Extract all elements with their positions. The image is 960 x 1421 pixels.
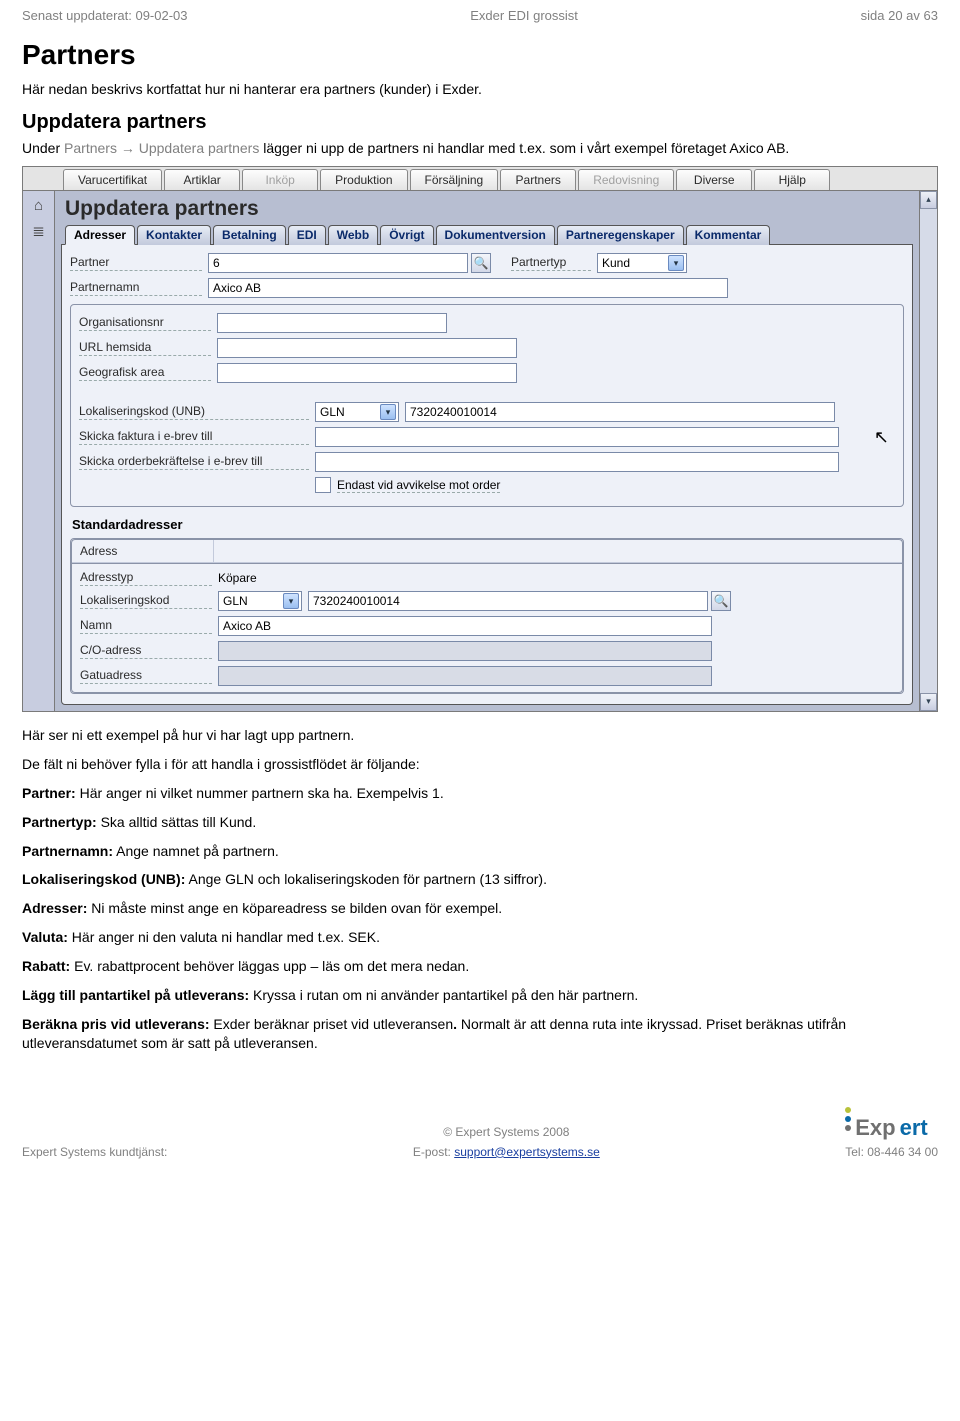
tab-övrigt[interactable]: Övrigt — [380, 225, 433, 245]
form-panel: Partner 🔍 Partnertyp Kund ▾ Partnernamn — [61, 244, 913, 705]
scrollbar[interactable]: ▴ ▾ — [919, 191, 937, 711]
tab-adresser[interactable]: Adresser — [65, 225, 135, 245]
menu-tab-hjälp[interactable]: Hjälp — [754, 169, 830, 190]
footer-right-block: Expert Tel: 08-446 34 00 — [845, 1107, 938, 1159]
label-endast: Endast vid avvikelse mot order — [337, 478, 500, 493]
header-center: Exder EDI grossist — [470, 8, 578, 23]
label-url: URL hemsida — [79, 340, 211, 356]
std-namn-input[interactable] — [218, 616, 712, 636]
orderb-input[interactable] — [315, 452, 839, 472]
app-window: VarucertifikatArtiklarInköpProduktionFör… — [22, 166, 938, 712]
label-std-co: C/O-adress — [80, 643, 212, 659]
endast-checkbox[interactable] — [315, 477, 331, 493]
menu-tab-inköp: Inköp — [242, 169, 318, 190]
std-head: Adress — [72, 540, 214, 563]
document-header: Senast uppdaterat: 09-02-03 Exder EDI gr… — [0, 0, 960, 29]
unb-input[interactable] — [405, 402, 835, 422]
label-partner: Partner — [70, 255, 202, 271]
adresstyp-value: Köpare — [218, 571, 257, 585]
label-adresstyp: Adresstyp — [80, 570, 212, 586]
intro-text: Här nedan beskrivs kortfattat hur ni han… — [22, 81, 938, 97]
home-icon[interactable]: ⌂ — [23, 197, 54, 214]
menu-tab-försäljning[interactable]: Försäljning — [410, 169, 499, 190]
body-para: Adresser: Ni måste minst ange en köparea… — [22, 899, 938, 918]
std-gatu-input[interactable] — [218, 666, 712, 686]
chevron-down-icon: ▾ — [283, 593, 299, 609]
menu-tab-partners[interactable]: Partners — [500, 169, 576, 190]
menu-tab-artiklar[interactable]: Artiklar — [164, 169, 240, 190]
menu-tab-diverse[interactable]: Diverse — [676, 169, 752, 190]
partnertyp-select[interactable]: Kund ▾ — [597, 253, 687, 273]
std-lokal-input[interactable] — [308, 591, 708, 611]
body-para: Här ser ni ett exempel på hur vi har lag… — [22, 726, 938, 745]
content-area: Uppdatera partners AdresserKontakterBeta… — [55, 191, 919, 711]
label-geo: Geografisk area — [79, 365, 211, 381]
page-title: Partners — [22, 39, 938, 71]
body-para: Partnernamn: Ange namnet på partnern. — [22, 842, 938, 861]
search-icon[interactable]: 🔍 — [711, 591, 731, 611]
search-icon[interactable]: 🔍 — [471, 253, 491, 273]
body-para: Lokaliseringskod (UNB): Ange GLN och lok… — [22, 870, 938, 889]
tab-dokumentversion[interactable]: Dokumentversion — [436, 225, 555, 245]
section-heading: Uppdatera partners — [22, 111, 938, 134]
inner-tabs: AdresserKontakterBetalningEDIWebbÖvrigtD… — [61, 225, 913, 245]
label-std-namn: Namn — [80, 618, 212, 634]
body-para: Lägg till pantartikel på utleverans: Kry… — [22, 986, 938, 1005]
label-unb: Lokaliseringskod (UNB) — [79, 404, 309, 420]
expert-logo: Expert — [845, 1107, 938, 1141]
faktura-input[interactable] — [315, 427, 839, 447]
scroll-up-icon[interactable]: ▴ — [920, 191, 937, 209]
tab-kommentar[interactable]: Kommentar — [686, 225, 771, 245]
scroll-down-icon[interactable]: ▾ — [920, 693, 937, 711]
menu-tab-produktion[interactable]: Produktion — [320, 169, 407, 190]
body-para: Rabatt: Ev. rabattprocent behöver läggas… — [22, 957, 938, 976]
panel-title: Uppdatera partners — [61, 195, 913, 225]
body-paragraphs: Här ser ni ett exempel på hur vi har lag… — [22, 726, 938, 1053]
std-addr-group: Adress Adresstyp Köpare Lokaliseringskod — [70, 538, 904, 694]
footer-left: Expert Systems kundtjänst: — [22, 1145, 167, 1159]
body-para: Beräkna pris vid utleverans: Exder beräk… — [22, 1015, 938, 1053]
address-group: Organisationsnr URL hemsida Geografisk a… — [70, 304, 904, 507]
label-partnertyp: Partnertyp — [511, 255, 591, 271]
left-rail: ⌂ ≣ — [23, 191, 55, 711]
url-input[interactable] — [217, 338, 517, 358]
chevron-down-icon: ▾ — [668, 255, 684, 271]
tab-betalning[interactable]: Betalning — [213, 225, 286, 245]
std-co-input[interactable] — [218, 641, 712, 661]
body-para: Partner: Här anger ni vilket nummer part… — [22, 784, 938, 803]
tab-edi[interactable]: EDI — [288, 225, 326, 245]
partnernamn-input[interactable] — [208, 278, 728, 298]
geo-input[interactable] — [217, 363, 517, 383]
label-std-lokal: Lokaliseringskod — [80, 593, 212, 609]
tab-partneregenskaper[interactable]: Partneregenskaper — [557, 225, 684, 245]
unb-type-select[interactable]: GLN ▾ — [315, 402, 399, 422]
label-faktura: Skicka faktura i e-brev till — [79, 429, 309, 445]
body-para: Valuta: Här anger ni den valuta ni handl… — [22, 928, 938, 947]
label-partnernamn: Partnernamn — [70, 280, 202, 296]
list-icon[interactable]: ≣ — [23, 222, 54, 240]
body-para: De fält ni behöver fylla i för att handl… — [22, 755, 938, 774]
org-input[interactable] — [217, 313, 447, 333]
std-lokal-type-select[interactable]: GLN ▾ — [218, 591, 302, 611]
footer-center: © Expert Systems 2008 E-post: support@ex… — [167, 1125, 845, 1159]
std-section-label: Standardadresser — [72, 517, 904, 532]
section-sub: Under Partners → Uppdatera partners lägg… — [22, 140, 938, 156]
label-orderb: Skicka orderbekräftelse i e-brev till — [79, 454, 309, 470]
chevron-down-icon: ▾ — [380, 404, 396, 420]
menu-bar: VarucertifikatArtiklarInköpProduktionFör… — [23, 167, 937, 191]
label-org: Organisationsnr — [79, 315, 211, 331]
menu-tab-redovisning: Redovisning — [578, 169, 674, 190]
menu-tab-varucertifikat[interactable]: Varucertifikat — [63, 169, 162, 190]
label-std-gatu: Gatuadress — [80, 668, 212, 684]
support-email-link[interactable]: support@expertsystems.se — [454, 1145, 600, 1159]
page-footer: Expert Systems kundtjänst: © Expert Syst… — [0, 1077, 960, 1169]
header-right: sida 20 av 63 — [861, 8, 938, 23]
body-para: Partnertyp: Ska alltid sättas till Kund. — [22, 813, 938, 832]
header-left: Senast uppdaterat: 09-02-03 — [22, 8, 188, 23]
partner-input[interactable] — [208, 253, 468, 273]
tab-kontakter[interactable]: Kontakter — [137, 225, 211, 245]
tab-webb[interactable]: Webb — [328, 225, 378, 245]
